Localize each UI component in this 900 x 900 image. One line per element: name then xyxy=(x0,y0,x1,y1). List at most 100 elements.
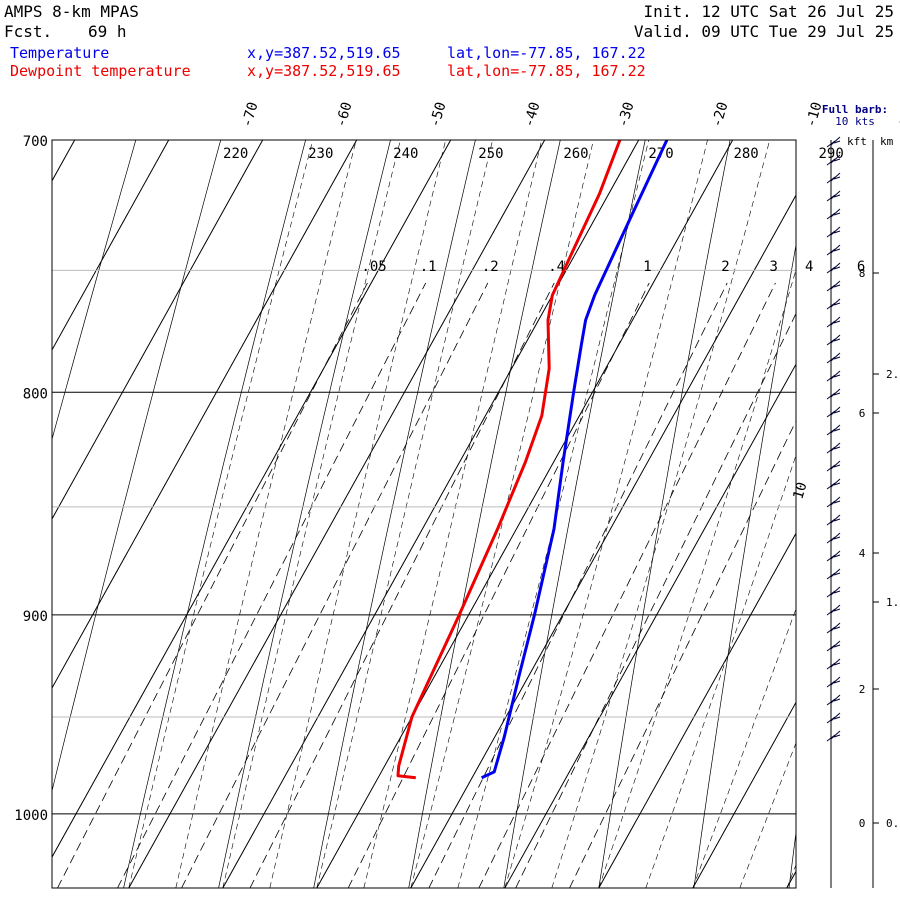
wind-barb-flag xyxy=(826,536,836,544)
isotherm-line xyxy=(52,140,452,859)
wind-barb-feather xyxy=(833,554,841,558)
moist-adiabat xyxy=(739,742,796,888)
temperature-xy: x,y=387.52,519.65 xyxy=(247,44,401,62)
wind-barb-flag xyxy=(826,320,836,328)
wind-barb-flag xyxy=(826,356,836,364)
isotherm-line xyxy=(881,140,900,888)
kft-tick-label: 6 xyxy=(859,407,866,420)
wind-barb-flag xyxy=(826,716,836,724)
moist-adiabat xyxy=(269,140,446,888)
kft-tick-label: 8 xyxy=(859,267,866,280)
wind-barb-flag xyxy=(826,410,836,418)
wind-barb xyxy=(830,316,841,326)
mixing-ratio-line xyxy=(515,312,796,888)
wind-barb xyxy=(830,622,841,632)
model-title: AMPS 8-km MPAS xyxy=(4,2,139,21)
wind-barb-feather xyxy=(833,428,841,432)
wind-barb xyxy=(830,136,841,146)
moist-adiabat xyxy=(363,140,542,888)
wind-title-line1: Full barb: xyxy=(822,103,888,116)
wind-barb xyxy=(830,532,841,542)
moist-adiabat xyxy=(645,454,796,888)
wind-barb-feather xyxy=(833,590,841,594)
wind-barb-flag xyxy=(826,230,836,238)
wind-barb-flag xyxy=(826,140,836,148)
pressure-tick-label: 1000 xyxy=(14,808,48,824)
isotherm-line xyxy=(52,140,170,351)
mixing-ratio-label: 4 xyxy=(805,259,813,275)
mixing-ratio-label: .4 xyxy=(548,259,565,275)
wind-barb-flag xyxy=(826,554,836,562)
wind-barb xyxy=(830,694,841,704)
wind-barb-feather xyxy=(833,374,841,378)
km-tick-label: 1. xyxy=(886,596,899,609)
isotherm-label: -60 xyxy=(333,100,355,129)
wind-barb-flag xyxy=(826,446,836,454)
theta-label: 240 xyxy=(393,146,418,162)
wind-barb-feather xyxy=(833,194,841,198)
km-label: km xyxy=(880,135,894,148)
mixing-ratio-line xyxy=(57,282,368,888)
mixing-ratio-line xyxy=(249,282,555,888)
wind-barb xyxy=(830,190,841,200)
wind-barb xyxy=(830,676,841,686)
wind-barb xyxy=(830,568,841,578)
wind-barb-feather xyxy=(833,230,841,234)
dry-adiabat xyxy=(408,140,561,888)
wind-barb-flag xyxy=(826,392,836,400)
moist-adiabat xyxy=(692,608,796,888)
wind-barb xyxy=(830,172,841,182)
wind-barb-feather xyxy=(833,518,841,522)
isotherm-line xyxy=(786,870,796,888)
wind-barb xyxy=(830,658,841,668)
mixing-ratio-label: 1 xyxy=(643,259,651,275)
wind-barb-flag xyxy=(826,482,836,490)
dry-adiabat xyxy=(123,140,306,888)
mixing-ratio-label: .2 xyxy=(482,259,499,275)
dry-adiabat xyxy=(0,140,51,888)
wind-barb-feather xyxy=(833,662,841,666)
wind-barb-flag xyxy=(826,302,836,310)
wind-barb-flag xyxy=(826,518,836,526)
moist-adiabat xyxy=(504,140,708,888)
wind-barb-flag xyxy=(826,212,836,220)
wind-barb-feather xyxy=(833,410,841,414)
moist-adiabat xyxy=(410,140,594,888)
wind-barb-flag xyxy=(826,248,836,256)
wind-barb-flag xyxy=(826,644,836,652)
dry-adiabat xyxy=(503,140,646,888)
wind-barb xyxy=(830,424,841,434)
wind-barb xyxy=(830,442,841,452)
wind-barb-flag xyxy=(826,284,836,292)
wind-barb xyxy=(830,460,841,470)
wind-barb-feather xyxy=(833,284,841,288)
valid-time: Valid. 09 UTC Tue 29 Jul 25 xyxy=(633,22,894,41)
mixing-ratio-line xyxy=(569,419,796,888)
wind-barb-feather xyxy=(833,140,841,144)
wind-barb-flag xyxy=(826,338,836,346)
isotherm-line xyxy=(316,140,734,888)
moist-adiabat xyxy=(457,140,649,888)
wind-barb-feather xyxy=(833,176,841,180)
wind-barb xyxy=(830,388,841,398)
wind-barb-feather xyxy=(833,464,841,468)
temperature-trace xyxy=(480,140,669,780)
isotherm-line xyxy=(410,194,796,888)
theta-label: 250 xyxy=(478,146,503,162)
wind-barb-feather xyxy=(833,644,841,648)
dry-adiabat xyxy=(598,140,731,888)
isotherm-label: -70 xyxy=(239,100,261,129)
wind-barb-feather xyxy=(833,446,841,450)
theta-label: 280 xyxy=(733,146,758,162)
wind-barb-feather xyxy=(833,572,841,576)
forecast-label: Fcst. xyxy=(4,22,53,41)
mixing-ratio-line xyxy=(428,282,728,888)
wind-barb xyxy=(830,244,841,254)
wind-barb-feather xyxy=(833,320,841,324)
wind-barb-flag xyxy=(826,698,836,706)
wind-barb xyxy=(830,226,841,236)
kft-tick-label: 2 xyxy=(859,683,866,696)
mixing-ratio-line xyxy=(347,282,650,888)
wind-barb xyxy=(830,208,841,218)
plot-frame xyxy=(51,139,797,889)
